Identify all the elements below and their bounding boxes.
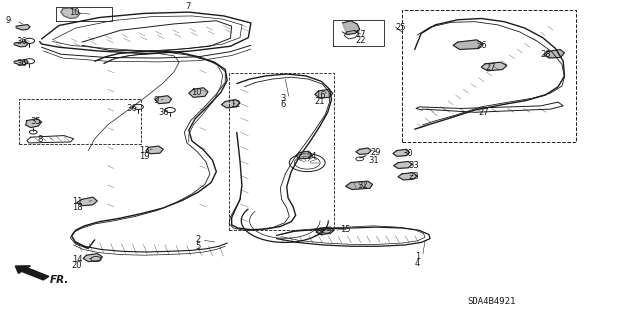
Polygon shape xyxy=(544,49,564,58)
Text: 27: 27 xyxy=(485,63,496,72)
Polygon shape xyxy=(398,173,417,180)
Polygon shape xyxy=(346,181,372,189)
Text: 16: 16 xyxy=(315,91,326,100)
Text: 12: 12 xyxy=(230,100,241,109)
FancyArrow shape xyxy=(15,266,49,280)
Text: 10: 10 xyxy=(191,88,201,97)
Polygon shape xyxy=(77,197,97,206)
Text: 5: 5 xyxy=(195,242,200,251)
Text: 17: 17 xyxy=(355,30,366,39)
Text: 24: 24 xyxy=(306,152,316,161)
Text: 25: 25 xyxy=(396,23,406,32)
Polygon shape xyxy=(356,148,371,154)
Polygon shape xyxy=(155,96,172,104)
Text: 36: 36 xyxy=(16,59,27,68)
Text: 6: 6 xyxy=(280,100,285,109)
Text: 23: 23 xyxy=(408,172,419,181)
Text: 29: 29 xyxy=(370,148,380,157)
Text: 21: 21 xyxy=(315,97,325,106)
Text: 32: 32 xyxy=(357,181,368,190)
Text: 1: 1 xyxy=(415,252,420,261)
Polygon shape xyxy=(316,227,334,234)
Polygon shape xyxy=(342,21,360,34)
Polygon shape xyxy=(146,146,163,154)
Polygon shape xyxy=(296,151,312,159)
Text: 22: 22 xyxy=(355,36,365,45)
Text: 11: 11 xyxy=(72,197,82,206)
Text: 18: 18 xyxy=(72,204,83,212)
Polygon shape xyxy=(16,25,30,30)
Text: 36: 36 xyxy=(16,37,27,46)
Text: 27: 27 xyxy=(479,108,490,117)
Polygon shape xyxy=(394,161,412,168)
Text: 20: 20 xyxy=(72,261,82,270)
Text: 30: 30 xyxy=(402,149,413,158)
Text: 28: 28 xyxy=(541,50,552,59)
Polygon shape xyxy=(61,8,80,19)
Text: 9: 9 xyxy=(154,96,159,105)
Text: FR.: FR. xyxy=(50,275,69,285)
Polygon shape xyxy=(14,60,28,65)
Text: 2: 2 xyxy=(195,235,200,244)
Text: 35: 35 xyxy=(31,117,42,126)
Polygon shape xyxy=(14,41,28,47)
Text: 13: 13 xyxy=(140,146,150,155)
Text: 34: 34 xyxy=(314,229,324,238)
Text: 3: 3 xyxy=(280,94,285,103)
Text: SDA4B4921: SDA4B4921 xyxy=(467,297,516,306)
Text: 9: 9 xyxy=(5,16,10,25)
Text: 36: 36 xyxy=(159,108,170,117)
Text: 26: 26 xyxy=(477,41,488,50)
Polygon shape xyxy=(481,62,507,71)
Polygon shape xyxy=(26,119,42,128)
Text: 7: 7 xyxy=(186,2,191,11)
Text: 19: 19 xyxy=(140,152,150,161)
Polygon shape xyxy=(453,40,483,49)
Text: 31: 31 xyxy=(368,156,379,165)
Text: 15: 15 xyxy=(340,225,351,234)
Polygon shape xyxy=(189,88,208,97)
Polygon shape xyxy=(393,149,410,156)
Text: 4: 4 xyxy=(415,259,420,268)
Text: 36: 36 xyxy=(127,104,138,113)
Polygon shape xyxy=(83,254,102,262)
Text: 8: 8 xyxy=(37,135,42,144)
Text: 33: 33 xyxy=(408,161,419,170)
Text: 14: 14 xyxy=(72,255,82,263)
Polygon shape xyxy=(221,100,240,108)
Polygon shape xyxy=(315,89,333,98)
Text: 10: 10 xyxy=(69,8,79,17)
